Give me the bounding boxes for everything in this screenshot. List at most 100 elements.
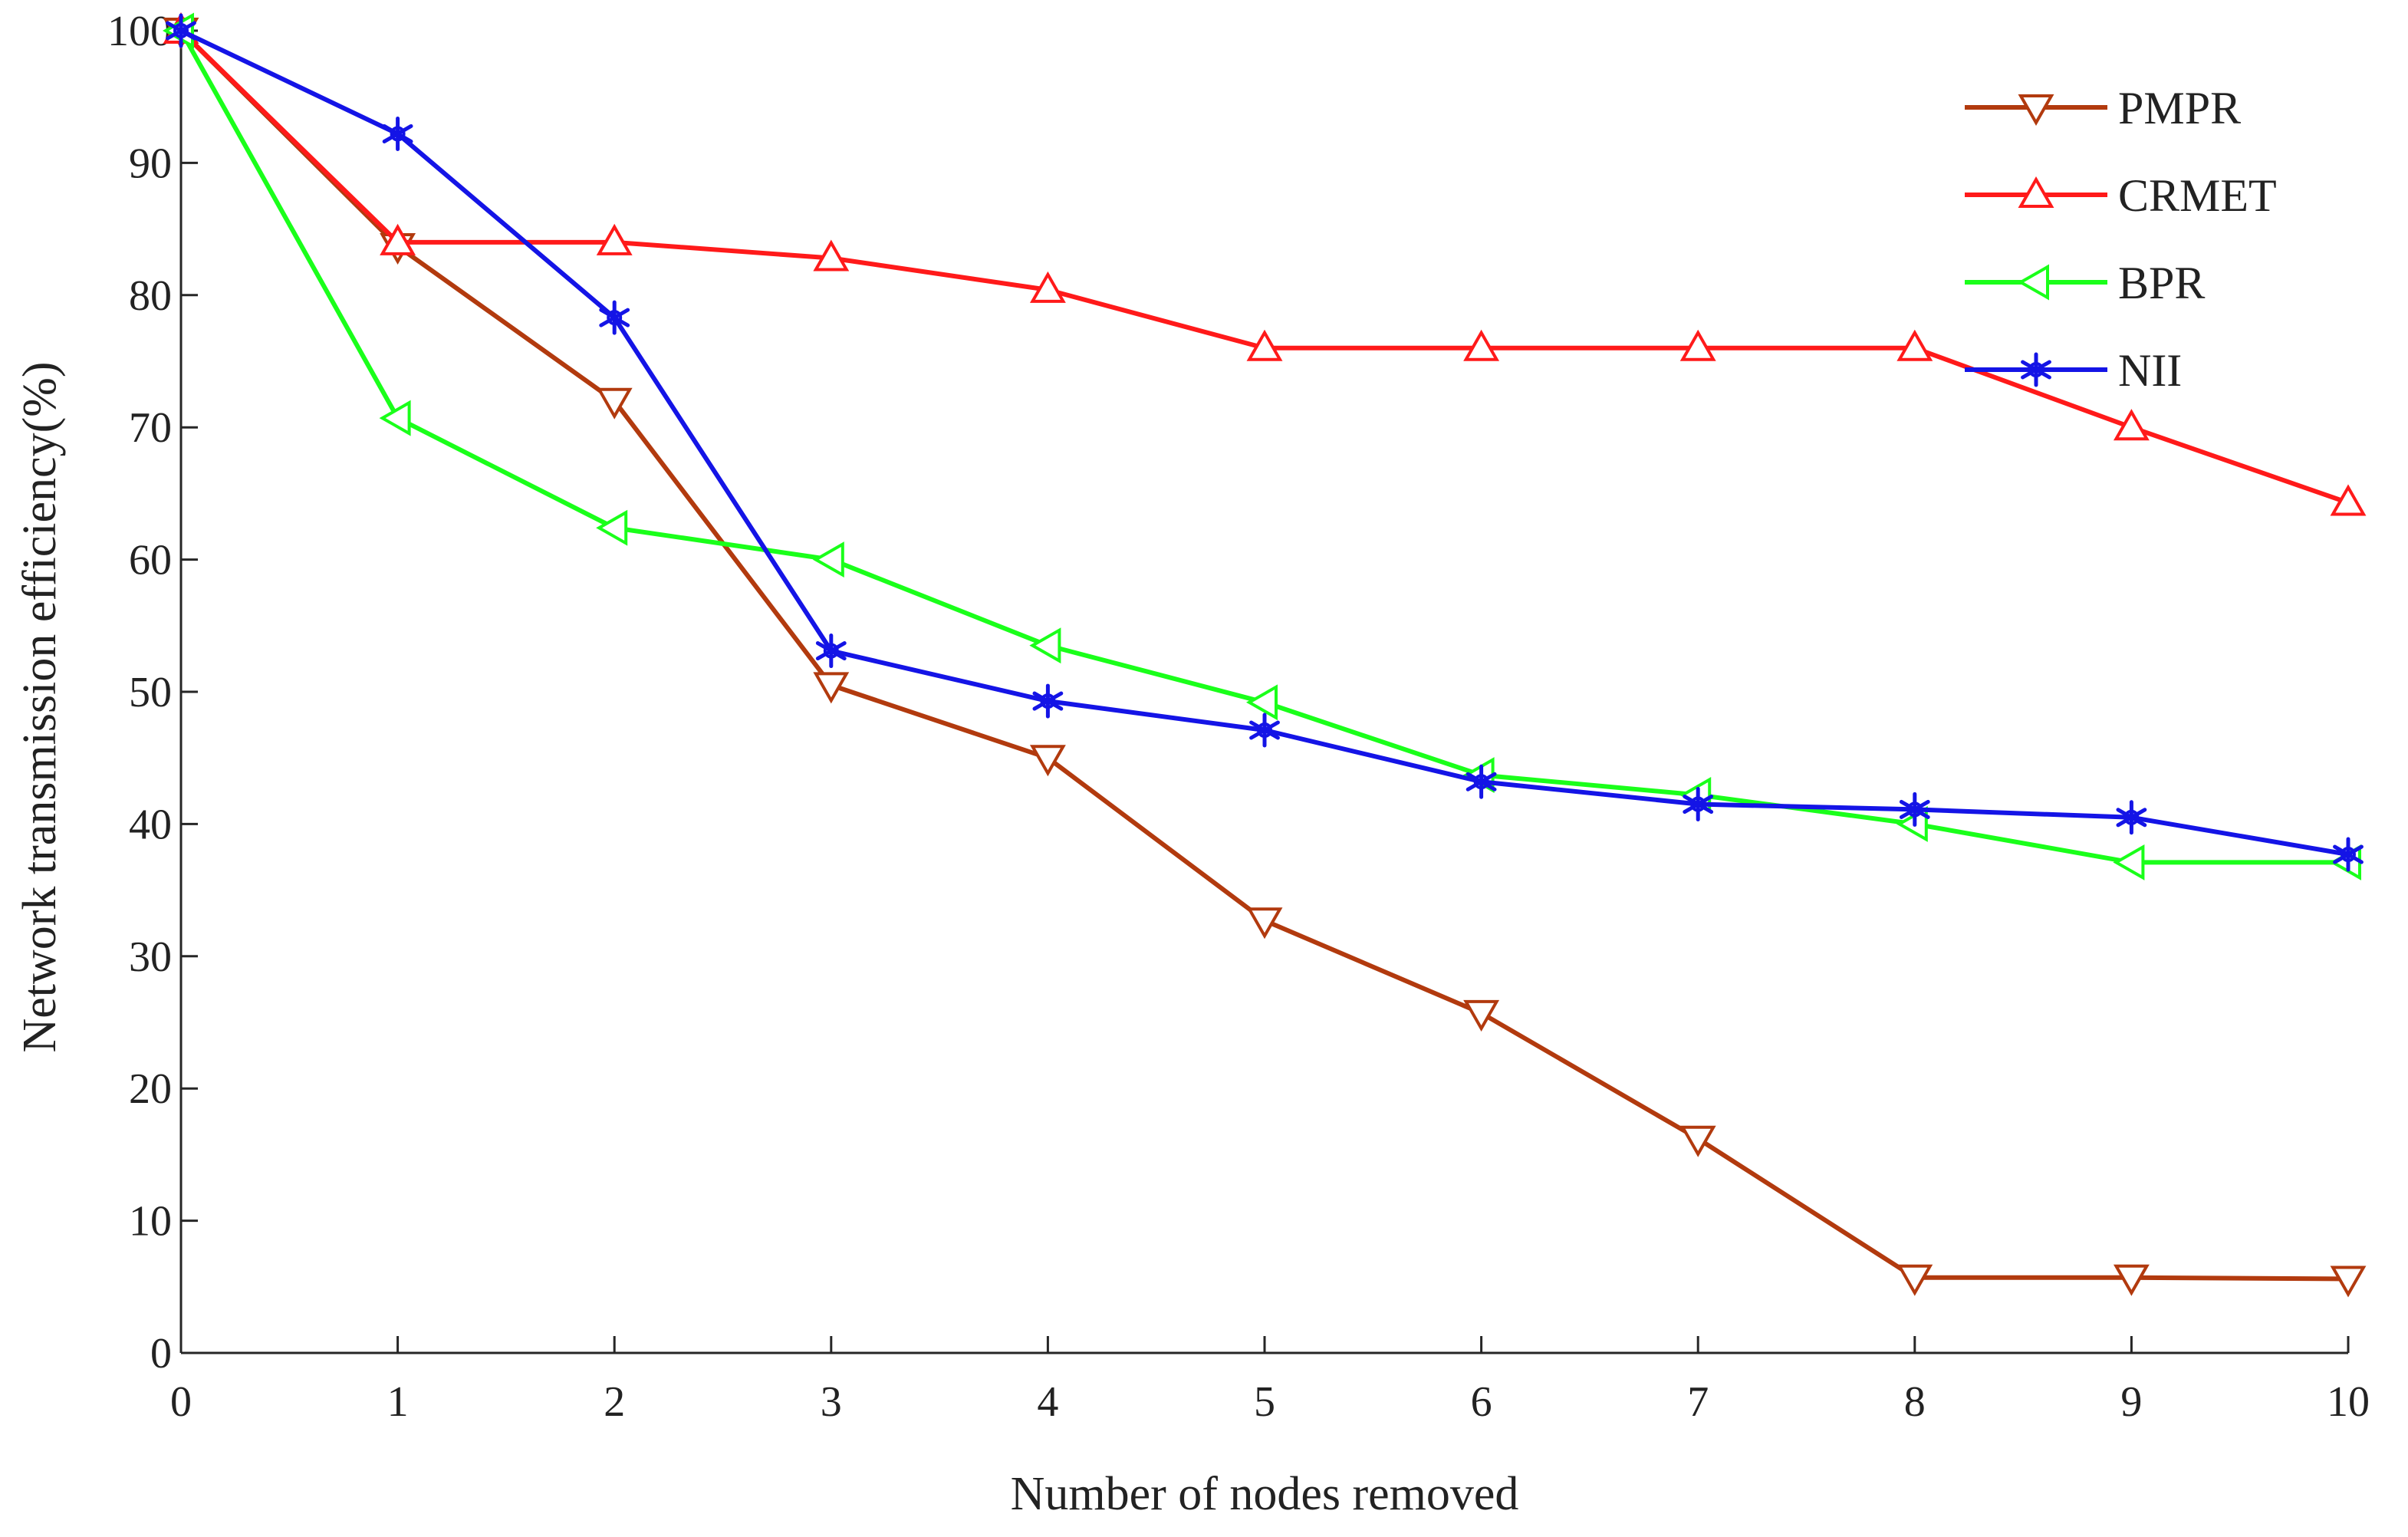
y-tick-label: 10	[129, 1198, 172, 1246]
legend-item-bpr: BPR	[1965, 258, 2205, 308]
point-pmpr	[1679, 1125, 1716, 1157]
y-tick-label: 20	[129, 1065, 172, 1113]
point-nii	[1466, 764, 1497, 799]
point-crmet	[2330, 484, 2367, 516]
star-marker-core	[2341, 847, 2356, 863]
point-crmet	[1463, 329, 1500, 361]
x-tick-label: 2	[604, 1378, 625, 1426]
y-tick-label: 70	[129, 404, 172, 452]
x-tick-label: 3	[821, 1378, 842, 1426]
point-bpr	[379, 400, 411, 436]
star-marker-arm	[382, 123, 413, 143]
point-bpr	[596, 509, 628, 546]
y-tick-label: 80	[129, 272, 172, 320]
point-crmet	[596, 223, 633, 255]
y-tick-label: 60	[129, 537, 172, 584]
series-line-pmpr	[179, 28, 2349, 1282]
star-marker-core	[1690, 796, 1706, 812]
legend-label-nii: NII	[2118, 345, 2182, 396]
y-tick-label: 40	[129, 801, 172, 848]
point-crmet	[1029, 271, 1066, 303]
point-nii	[815, 634, 847, 669]
point-crmet	[1896, 329, 1933, 361]
legend-item-nii: NII	[1965, 345, 2182, 396]
legend-label-pmpr: PMPR	[2118, 83, 2241, 133]
y-tick-label: 90	[129, 140, 172, 187]
point-nii	[2116, 800, 2147, 835]
x-tick-label: 9	[2120, 1378, 2142, 1426]
point-nii	[599, 300, 630, 335]
point-nii	[2333, 837, 2364, 872]
star-marker-arm	[1899, 799, 1930, 819]
star-marker-arm	[1032, 691, 1064, 711]
legend-marker-nii	[2021, 352, 2051, 387]
legend-marker-crmet	[2018, 176, 2054, 208]
star-marker-arm	[815, 641, 847, 661]
star-marker-arm	[2116, 808, 2147, 828]
x-tick-label: 5	[1254, 1378, 1275, 1426]
series-layer	[162, 12, 2367, 1298]
legend: PMPR CRMET BPR NII	[1965, 83, 2277, 396]
x-tick-label: 8	[1904, 1378, 1926, 1426]
star-marker-arm	[2021, 360, 2051, 380]
point-crmet	[813, 239, 850, 272]
star-marker-arm	[1683, 795, 1714, 815]
legend-marker-pmpr	[2018, 94, 2054, 127]
star-marker-arm	[1466, 772, 1497, 792]
point-bpr	[1245, 684, 1278, 721]
point-nii	[1683, 787, 1714, 822]
y-tick-label: 50	[129, 669, 172, 716]
point-nii	[1032, 683, 1064, 719]
star-marker-arm	[1249, 720, 1280, 740]
point-bpr	[2113, 844, 2145, 880]
point-pmpr	[1246, 907, 1283, 940]
x-tick-label: 7	[1687, 1378, 1709, 1426]
x-tick-label: 1	[387, 1378, 409, 1426]
star-marker-core	[1473, 774, 1489, 790]
legend-item-pmpr: PMPR	[1965, 83, 2241, 133]
point-pmpr	[1463, 999, 1500, 1032]
series-pmpr	[163, 18, 2367, 1298]
x-tick-label: 0	[170, 1378, 192, 1426]
star-marker-core	[173, 23, 189, 38]
legend-label-bpr: BPR	[2118, 258, 2205, 308]
point-pmpr	[2330, 1265, 2367, 1298]
point-bpr	[812, 541, 844, 578]
point-pmpr	[1896, 1264, 1933, 1296]
legend-item-crmet: CRMET	[1965, 170, 2277, 221]
series-nii	[166, 13, 2364, 872]
star-marker-core	[390, 126, 406, 142]
series-crmet	[163, 12, 2367, 516]
star-marker-arm	[599, 308, 630, 327]
star-marker-arm	[166, 21, 196, 41]
point-crmet	[2113, 409, 2150, 441]
series-bpr	[162, 12, 2361, 880]
star-marker-core	[823, 643, 839, 659]
star-marker-arm	[2333, 844, 2364, 864]
point-crmet	[1679, 329, 1716, 361]
x-tick-label: 10	[2327, 1378, 2370, 1426]
y-tick-label: 0	[150, 1330, 172, 1377]
point-nii	[1899, 792, 1930, 827]
x-axis-title: Number of nodes removed	[1011, 1468, 1519, 1520]
point-bpr	[1029, 627, 1061, 664]
point-pmpr	[1029, 745, 1066, 777]
point-pmpr	[596, 387, 633, 420]
star-marker-core	[607, 310, 623, 326]
point-crmet	[380, 223, 416, 255]
point-pmpr	[813, 672, 850, 704]
y-tick-label: 100	[107, 8, 172, 55]
star-marker-core	[2028, 362, 2044, 377]
point-nii	[166, 13, 196, 48]
point-crmet	[1246, 329, 1283, 361]
point-nii	[382, 116, 413, 151]
star-marker-core	[1040, 693, 1056, 709]
legend-label-crmet: CRMET	[2118, 170, 2277, 221]
y-axis-title: Network transmission efficiency(%)	[14, 361, 66, 1052]
star-marker-core	[1257, 722, 1272, 738]
x-tick-label: 4	[1037, 1378, 1058, 1426]
y-tick-label: 30	[129, 933, 172, 981]
point-pmpr	[2113, 1264, 2150, 1296]
